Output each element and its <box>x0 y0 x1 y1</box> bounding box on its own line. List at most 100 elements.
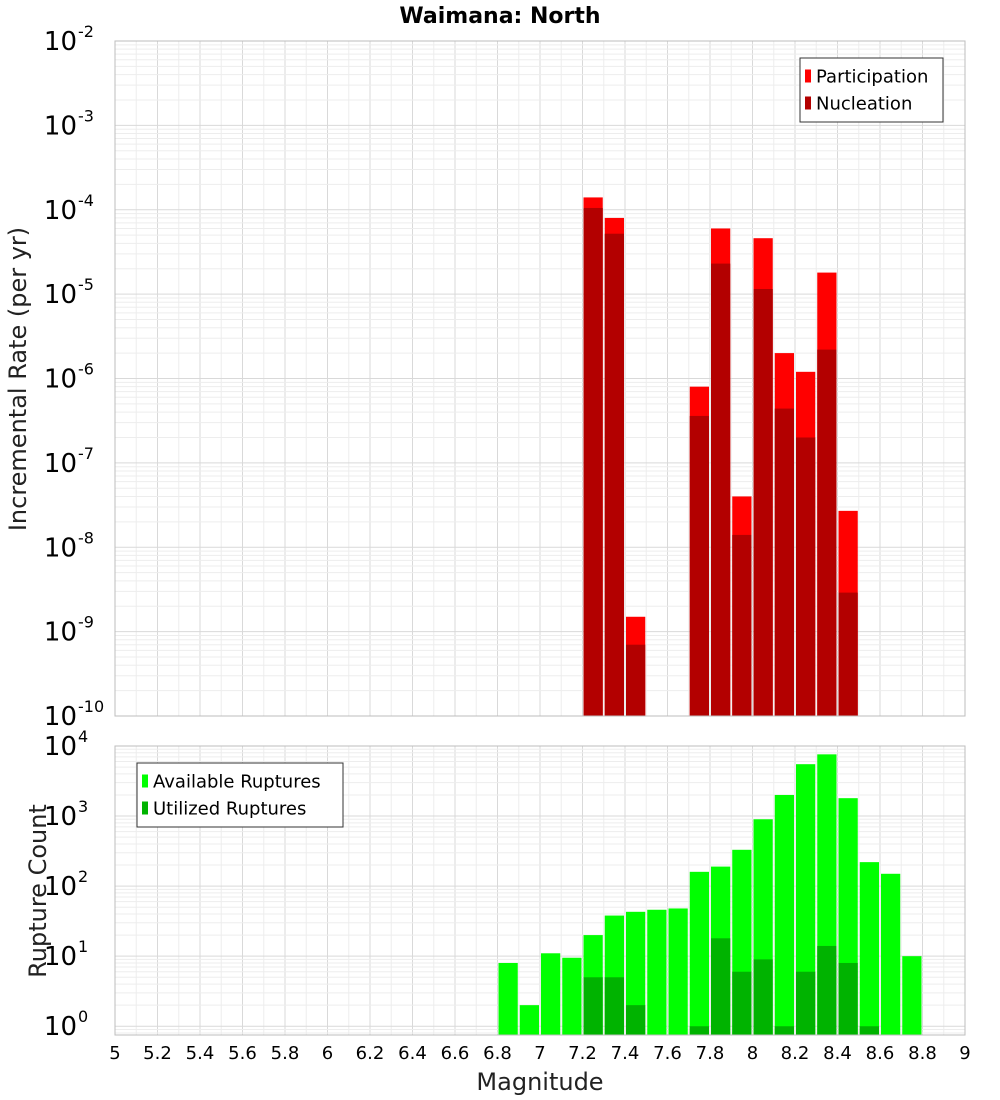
x-tick-label: 8 <box>747 1043 758 1064</box>
x-tick-label: 5 <box>109 1043 120 1064</box>
y-tick-label: 10 <box>44 1012 77 1042</box>
y-tick-exponent: 1 <box>78 937 88 956</box>
x-tick-label: 8.2 <box>781 1043 810 1064</box>
bar-utilized-ruptures <box>838 962 858 1035</box>
x-tick-label: 7.8 <box>696 1043 725 1064</box>
y-tick-exponent: -5 <box>78 275 94 294</box>
y-tick-exponent: -8 <box>78 528 94 547</box>
y-tick-label: 10 <box>44 196 77 226</box>
bar-nucleation <box>753 289 773 716</box>
bar-nucleation <box>838 592 858 716</box>
legend-entry: Utilized Ruptures <box>153 799 306 820</box>
bar-nucleation <box>583 207 603 716</box>
x-tick-label: 6.6 <box>441 1043 470 1064</box>
y-tick-labels: 10-210-310-410-510-610-710-810-910-10 <box>44 22 104 732</box>
x-tick-label: 9 <box>959 1043 970 1064</box>
legend-entry: Nucleation <box>816 94 912 115</box>
legend-swatch <box>805 96 811 110</box>
y-tick-label: 10 <box>44 942 77 972</box>
bar-nucleation <box>689 415 709 716</box>
bar-available-ruptures <box>626 911 646 1035</box>
bar-utilized-ruptures <box>796 971 816 1035</box>
x-tick-label: 5.6 <box>228 1043 257 1064</box>
bar-utilized-ruptures <box>817 945 837 1035</box>
bar-utilized-ruptures <box>626 1005 646 1035</box>
y-tick-label: 10 <box>44 702 77 732</box>
x-tick-label: 8.8 <box>908 1043 937 1064</box>
bar-nucleation <box>626 644 646 716</box>
y-tick-exponent: 0 <box>78 1007 88 1026</box>
bar-available-ruptures <box>541 953 561 1035</box>
bar-available-ruptures <box>689 871 709 1035</box>
x-tick-label: 6.2 <box>356 1043 385 1064</box>
chart-title: Waimana: North <box>399 4 600 29</box>
y-tick-exponent: -9 <box>78 613 94 632</box>
legend-entry: Available Ruptures <box>153 772 321 793</box>
y-tick-exponent: -10 <box>78 697 104 716</box>
x-tick-label: 5.2 <box>143 1043 172 1064</box>
bar-available-ruptures <box>498 962 518 1035</box>
bar-available-ruptures <box>562 957 582 1035</box>
legend-swatch <box>142 801 148 815</box>
series-nucleation <box>583 207 858 716</box>
x-axis-label: Magnitude <box>476 1068 603 1096</box>
x-tick-label: 5.8 <box>271 1043 300 1064</box>
plot-frame <box>114 40 966 717</box>
x-tick-label: 6.8 <box>483 1043 512 1064</box>
y-tick-exponent: -6 <box>78 360 94 379</box>
y-tick-exponent: -4 <box>78 191 94 210</box>
y-tick-label: 10 <box>44 27 77 57</box>
bar-available-ruptures <box>881 873 901 1035</box>
legend-entry: Participation <box>816 67 928 88</box>
x-tick-label: 7.6 <box>653 1043 682 1064</box>
bar-available-ruptures <box>774 794 794 1035</box>
y-tick-exponent: 3 <box>78 797 88 816</box>
y-tick-label: 10 <box>44 732 77 762</box>
bar-available-ruptures <box>859 862 879 1035</box>
plot-frame <box>114 745 966 1036</box>
y-tick-label: 10 <box>44 280 77 310</box>
y-tick-exponent: -7 <box>78 444 94 463</box>
bar-utilized-ruptures <box>859 1026 879 1035</box>
y-tick-label: 10 <box>44 111 77 141</box>
x-tick-label: 6.4 <box>398 1043 427 1064</box>
x-tick-label: 8.6 <box>866 1043 895 1064</box>
bar-available-ruptures <box>668 908 688 1035</box>
bar-utilized-ruptures <box>753 959 773 1035</box>
bar-utilized-ruptures <box>732 971 752 1035</box>
bar-nucleation <box>817 349 837 716</box>
legend: Available Ruptures Utilized Ruptures <box>136 762 344 828</box>
y-tick-label: 10 <box>44 872 77 902</box>
legend-swatch <box>805 69 811 83</box>
bar-nucleation <box>774 408 794 716</box>
bar-available-ruptures <box>519 1005 539 1035</box>
x-tick-label: 5.4 <box>186 1043 215 1064</box>
bar-utilized-ruptures <box>711 938 731 1035</box>
legend: Participation Nucleation <box>799 57 944 123</box>
bar-utilized-ruptures <box>774 1026 794 1035</box>
y-tick-exponent: -3 <box>78 106 94 125</box>
bar-nucleation <box>796 437 816 716</box>
bar-utilized-ruptures <box>583 977 603 1035</box>
bar-available-ruptures <box>902 956 922 1035</box>
legend-box <box>799 57 944 123</box>
legend-swatch <box>142 774 148 788</box>
rate-plot: 10-210-310-410-510-610-710-810-910 -10Par… <box>44 22 966 732</box>
series-utilized-ruptures <box>583 938 879 1035</box>
y-tick-label: 10 <box>44 533 77 563</box>
y-tick-label: 10 <box>44 802 77 832</box>
x-tick-label: 6 <box>322 1043 333 1064</box>
y-tick-label: 10 <box>44 365 77 395</box>
x-tick-label: 7.2 <box>568 1043 597 1064</box>
bar-utilized-ruptures <box>689 1026 709 1035</box>
y-tick-exponent: 2 <box>78 867 88 886</box>
x-tick-label: 7 <box>534 1043 545 1064</box>
bar-nucleation <box>732 534 752 716</box>
x-tick-label: 7.4 <box>611 1043 640 1064</box>
y-tick-exponent: -2 <box>78 22 94 41</box>
legend-box <box>136 762 344 828</box>
